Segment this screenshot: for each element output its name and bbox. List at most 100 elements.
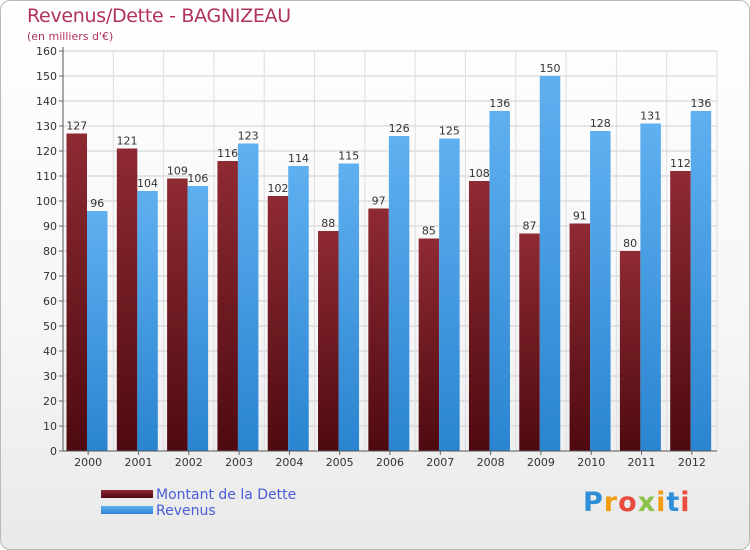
x-tick-label: 2006 bbox=[376, 456, 404, 469]
data-label-dette: 80 bbox=[623, 237, 637, 250]
y-tick-label: 120 bbox=[36, 145, 57, 158]
bar-revenus-2011 bbox=[640, 123, 661, 451]
data-label-dette: 127 bbox=[66, 120, 87, 133]
proxiti-logo: Proxiti bbox=[583, 487, 691, 518]
y-tick-label: 160 bbox=[36, 45, 57, 58]
bar-dette-2001 bbox=[116, 148, 138, 451]
y-tick-label: 140 bbox=[36, 95, 57, 108]
data-label-revenus: 125 bbox=[439, 125, 460, 138]
x-tick-label: 2000 bbox=[74, 456, 102, 469]
y-tick-label: 150 bbox=[36, 70, 57, 83]
bar-dette-2003 bbox=[217, 161, 238, 451]
data-label-revenus: 136 bbox=[690, 97, 711, 110]
legend-label-revenus: Revenus bbox=[156, 503, 216, 519]
x-tick-label: 2010 bbox=[577, 456, 605, 469]
data-label-dette: 112 bbox=[670, 157, 691, 170]
data-label-dette: 121 bbox=[117, 135, 138, 148]
data-label-revenus: 150 bbox=[540, 62, 561, 75]
y-tick-label: 50 bbox=[43, 320, 57, 333]
bar-dette-2000 bbox=[66, 133, 87, 451]
x-tick-label: 2001 bbox=[124, 456, 152, 469]
bar-revenus-2006 bbox=[388, 136, 410, 451]
bar-revenus-2009 bbox=[539, 76, 561, 451]
legend-label-dette: Montant de la Dette bbox=[156, 487, 297, 503]
y-tick-label: 90 bbox=[43, 220, 57, 233]
y-tick-label: 60 bbox=[43, 295, 57, 308]
x-tick-label: 2005 bbox=[326, 456, 354, 469]
y-tick-label: 40 bbox=[43, 345, 57, 358]
data-label-revenus: 131 bbox=[640, 110, 661, 123]
logo-letter: o bbox=[618, 487, 638, 518]
bar-revenus-2002 bbox=[187, 186, 209, 451]
logo-letter: t bbox=[666, 487, 681, 518]
x-tick-label: 2003 bbox=[225, 456, 253, 469]
bar-dette-2005 bbox=[318, 231, 339, 451]
logo-letter: i bbox=[656, 487, 667, 518]
x-tick-label: 2012 bbox=[678, 456, 706, 469]
data-label-dette: 109 bbox=[167, 165, 188, 178]
y-tick-label: 130 bbox=[36, 120, 57, 133]
bar-dette-2008 bbox=[468, 181, 490, 451]
data-label-revenus: 123 bbox=[238, 130, 259, 143]
bar-layer bbox=[66, 76, 712, 451]
x-tick-label: 2009 bbox=[527, 456, 555, 469]
bar-dette-2012 bbox=[670, 171, 691, 451]
bar-revenus-2012 bbox=[690, 111, 712, 451]
chart-title: Revenus/Dette - BAGNIZEAU bbox=[27, 5, 291, 27]
bar-dette-2010 bbox=[569, 223, 591, 451]
bar-revenus-2000 bbox=[87, 211, 108, 451]
y-tick-label: 80 bbox=[43, 245, 57, 258]
data-label-dette: 88 bbox=[321, 217, 335, 230]
x-tick-label: 2007 bbox=[426, 456, 454, 469]
legend-swatch-revenus bbox=[101, 506, 153, 514]
y-tick-label: 70 bbox=[43, 270, 57, 283]
bar-dette-2009 bbox=[519, 233, 540, 451]
data-label-revenus: 126 bbox=[389, 122, 410, 135]
bar-revenus-2008 bbox=[489, 111, 510, 451]
logo-letter: x bbox=[637, 487, 657, 518]
legend-swatch-dette bbox=[101, 490, 153, 498]
data-label-dette: 87 bbox=[523, 220, 537, 233]
y-tick-label: 20 bbox=[43, 395, 57, 408]
data-label-revenus: 106 bbox=[187, 172, 208, 185]
bar-revenus-2007 bbox=[439, 138, 460, 451]
logo-letter: i bbox=[680, 487, 691, 518]
x-tick-label: 2008 bbox=[477, 456, 505, 469]
data-label-dette: 102 bbox=[267, 182, 288, 195]
bar-revenus-2004 bbox=[288, 166, 309, 451]
y-tick-label: 10 bbox=[43, 420, 57, 433]
y-tick-label: 0 bbox=[50, 445, 57, 458]
data-label-revenus: 104 bbox=[137, 177, 158, 190]
data-label-revenus: 128 bbox=[590, 117, 611, 130]
data-label-dette: 116 bbox=[217, 147, 238, 160]
data-label-dette: 97 bbox=[372, 195, 386, 208]
y-tick-label: 30 bbox=[43, 370, 57, 383]
bar-dette-2004 bbox=[267, 196, 289, 451]
bar-revenus-2001 bbox=[137, 191, 158, 451]
bar-revenus-2005 bbox=[338, 163, 360, 451]
x-tick-label: 2002 bbox=[175, 456, 203, 469]
data-label-dette: 108 bbox=[469, 167, 490, 180]
data-label-dette: 91 bbox=[573, 210, 587, 223]
x-tick-label: 2004 bbox=[275, 456, 303, 469]
bar-dette-2006 bbox=[368, 208, 389, 451]
bar-dette-2002 bbox=[167, 178, 188, 451]
bar-revenus-2003 bbox=[237, 143, 259, 451]
data-label-dette: 85 bbox=[422, 225, 436, 238]
chart-subtitle: (en milliers d'€) bbox=[27, 30, 114, 43]
x-tick-label: 2011 bbox=[628, 456, 656, 469]
data-label-revenus: 115 bbox=[338, 150, 359, 163]
logo-letter: r bbox=[603, 487, 619, 518]
bar-revenus-2010 bbox=[590, 131, 611, 451]
bar-dette-2007 bbox=[418, 238, 440, 451]
axis-layer: 0 10 20 30 40 50 60 70 80 90 100 110 120 130 140 150 160… bbox=[36, 45, 717, 469]
data-label-revenus: 96 bbox=[90, 197, 104, 210]
logo-letter: P bbox=[583, 487, 604, 518]
y-tick-label: 100 bbox=[36, 195, 57, 208]
bar-dette-2011 bbox=[619, 251, 641, 451]
data-label-revenus: 136 bbox=[489, 97, 510, 110]
data-label-revenus: 114 bbox=[288, 152, 309, 165]
